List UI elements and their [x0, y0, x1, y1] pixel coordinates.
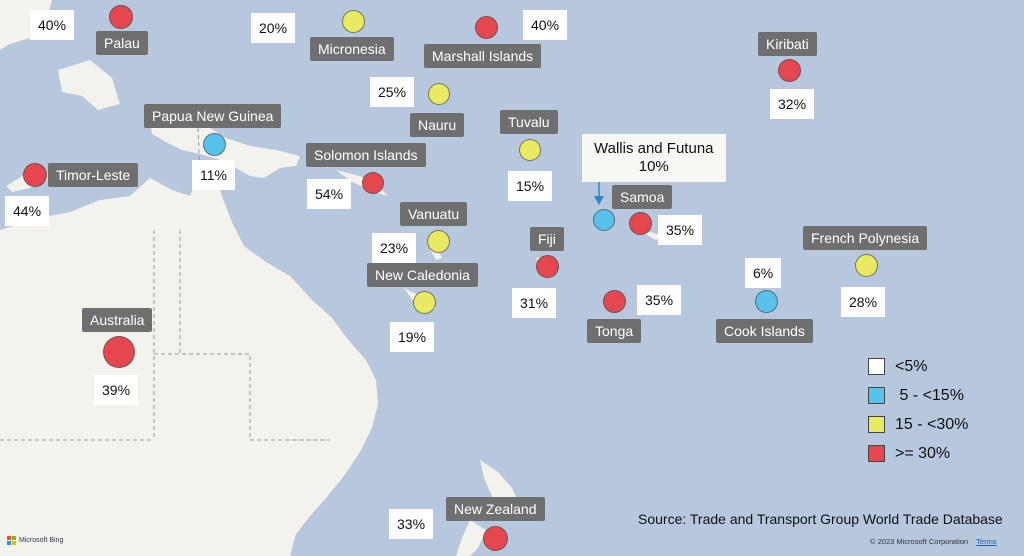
name-label-micronesia: Micronesia	[310, 37, 394, 61]
value-label-new-zealand: 33%	[389, 509, 434, 539]
legend-item-5-15: 5 - <15%	[868, 381, 998, 410]
marker-new-zealand[interactable]	[483, 526, 508, 551]
value-label-tuvalu: 15%	[508, 171, 553, 201]
name-label-new-caledonia: New Caledonia	[367, 263, 478, 287]
callout-name: Wallis and Futuna	[594, 140, 714, 157]
land-australia	[0, 160, 378, 556]
legend-item-30-plus: >= 30%	[868, 439, 998, 468]
legend-label: >= 30%	[895, 444, 951, 462]
legend-swatch	[868, 445, 885, 462]
name-label-marshall-islands: Marshall Islands	[424, 44, 542, 68]
name-label-new-zealand: New Zealand	[446, 497, 545, 521]
land-new-zealand	[456, 460, 520, 556]
value-label-cook-islands: 6%	[745, 258, 782, 288]
name-label-fiji: Fiji	[530, 227, 564, 251]
value-label-australia: 39%	[94, 375, 139, 405]
value-label-new-caledonia: 19%	[390, 322, 435, 352]
name-label-nauru: Nauru	[410, 113, 465, 137]
marker-palau[interactable]	[109, 5, 133, 29]
marker-timor-leste[interactable]	[23, 163, 47, 187]
value-label-marshall-islands: 40%	[523, 10, 568, 40]
value-label-micronesia: 20%	[251, 13, 296, 43]
value-label-vanuatu: 23%	[372, 233, 417, 263]
source-note: Source: Trade and Transport Group World …	[638, 511, 1003, 527]
legend-item-below-5: <5%	[868, 352, 998, 381]
marker-australia[interactable]	[103, 336, 135, 368]
name-label-vanuatu: Vanuatu	[400, 202, 468, 226]
name-label-tuvalu: Tuvalu	[500, 110, 558, 134]
marker-vanuatu[interactable]	[427, 230, 450, 253]
value-label-palau: 40%	[30, 10, 75, 40]
value-label-french-polynesia: 28%	[841, 287, 886, 317]
legend-swatch	[868, 358, 885, 375]
marker-marshall-islands[interactable]	[475, 16, 498, 39]
marker-nauru[interactable]	[428, 83, 450, 105]
name-label-solomon-islands: Solomon Islands	[306, 143, 426, 167]
name-label-cook-islands: Cook Islands	[716, 319, 813, 343]
value-label-fiji: 31%	[512, 288, 557, 318]
value-label-tonga: 35%	[637, 285, 682, 315]
name-label-timor-leste: Timor-Leste	[48, 163, 139, 187]
bing-label: Microsoft Bing	[19, 537, 64, 544]
marker-solomon-islands[interactable]	[362, 172, 384, 194]
state-borders	[0, 230, 330, 441]
legend-item-15-30: 15 - <30%	[868, 410, 998, 439]
value-label-samoa: 35%	[658, 215, 703, 245]
copyright: © 2023 Microsoft Corporation Terms	[870, 537, 997, 546]
marker-tuvalu[interactable]	[519, 139, 541, 161]
marker-wallis-and-futuna[interactable]	[593, 209, 615, 231]
marker-kiribati[interactable]	[778, 59, 801, 82]
marker-papua-new-guinea[interactable]	[203, 133, 226, 156]
value-label-nauru: 25%	[370, 77, 415, 107]
legend: <5% 5 - <15% 15 - <30% >= 30%	[868, 352, 998, 468]
copyright-text: © 2023 Microsoft Corporation	[870, 537, 969, 546]
value-label-timor-leste: 44%	[5, 196, 50, 226]
terms-link[interactable]: Terms	[976, 537, 997, 546]
value-label-papua-new-guinea: 11%	[192, 160, 235, 190]
marker-cook-islands[interactable]	[755, 290, 778, 313]
name-label-papua-new-guinea: Papua New Guinea	[144, 104, 282, 128]
legend-swatch	[868, 416, 885, 433]
legend-label: 15 - <30%	[895, 415, 969, 433]
legend-label: <5%	[895, 357, 928, 375]
callout-wallis-and-futuna: Wallis and Futuna 10%	[582, 134, 726, 182]
legend-label: 5 - <15%	[895, 386, 964, 404]
value-label-solomon-islands: 54%	[307, 179, 352, 209]
callout-value: 10%	[638, 158, 669, 175]
marker-fiji[interactable]	[536, 255, 559, 278]
marker-samoa[interactable]	[629, 212, 652, 235]
bing-attribution: Microsoft Bing	[7, 536, 63, 545]
name-label-tonga: Tonga	[587, 319, 642, 343]
name-label-samoa: Samoa	[612, 185, 673, 209]
name-label-kiribati: Kiribati	[758, 32, 817, 56]
microsoft-logo-icon	[7, 536, 16, 545]
marker-tonga[interactable]	[603, 290, 626, 313]
name-label-palau: Palau	[96, 31, 148, 55]
value-label-kiribati: 32%	[770, 89, 815, 119]
marker-french-polynesia[interactable]	[855, 254, 878, 277]
marker-micronesia[interactable]	[342, 10, 365, 33]
name-label-australia: Australia	[82, 308, 153, 332]
legend-swatch	[868, 387, 885, 404]
marker-new-caledonia[interactable]	[413, 291, 436, 314]
name-label-french-polynesia: French Polynesia	[803, 226, 928, 250]
